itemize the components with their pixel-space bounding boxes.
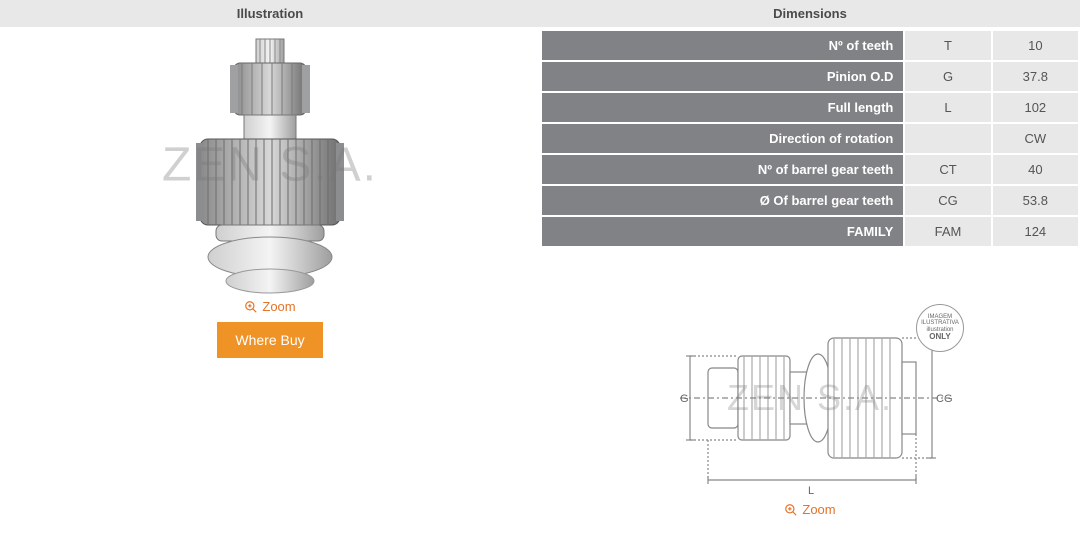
dim-code: FAM: [905, 217, 990, 246]
product-image: ZEN S.A.: [140, 35, 400, 295]
dim-code: [905, 124, 990, 153]
diagram-label-g: G: [680, 393, 689, 405]
dim-value: 102: [993, 93, 1078, 122]
diagram-label-cg: CG: [936, 393, 953, 405]
illustrative-badge: IMAGEM ILUSTRATIVA illustration ONLY: [916, 304, 964, 352]
dim-code: CG: [905, 186, 990, 215]
table-row: Ø Of barrel gear teethCG53.8: [542, 186, 1078, 215]
dimensions-header: Dimensions: [540, 0, 1080, 27]
zoom-link-diagram[interactable]: Zoom: [784, 502, 835, 517]
diagram-label-l: L: [808, 485, 814, 497]
zoom-link-illustration[interactable]: Zoom: [244, 299, 295, 314]
table-row: Full lengthL102: [542, 93, 1078, 122]
dim-value: 10: [993, 31, 1078, 60]
dimension-diagram: G CG L ZEN S.A. IMAGEM ILUSTRATIVA illus…: [650, 298, 970, 498]
table-row: FAMILYFAM124: [542, 217, 1078, 246]
dim-value: 40: [993, 155, 1078, 184]
dim-value: CW: [993, 124, 1078, 153]
dim-value: 37.8: [993, 62, 1078, 91]
dim-label: FAMILY: [542, 217, 903, 246]
dim-value: 124: [993, 217, 1078, 246]
zoom-icon: [244, 300, 258, 314]
dim-code: G: [905, 62, 990, 91]
dim-value: 53.8: [993, 186, 1078, 215]
dim-label: Nº of teeth: [542, 31, 903, 60]
dim-code: L: [905, 93, 990, 122]
table-row: Nº of teethT10: [542, 31, 1078, 60]
dim-label: Pinion O.D: [542, 62, 903, 91]
dim-code: CT: [905, 155, 990, 184]
zoom-icon: [784, 503, 798, 517]
table-row: Nº of barrel gear teethCT40: [542, 155, 1078, 184]
dim-label: Direction of rotation: [542, 124, 903, 153]
dim-label: Nº of barrel gear teeth: [542, 155, 903, 184]
table-row: Pinion O.DG37.8: [542, 62, 1078, 91]
dim-label: Full length: [542, 93, 903, 122]
table-row: Direction of rotation CW: [542, 124, 1078, 153]
dim-label: Ø Of barrel gear teeth: [542, 186, 903, 215]
where-buy-button[interactable]: Where Buy: [217, 322, 322, 358]
dim-code: T: [905, 31, 990, 60]
dimensions-table: Nº of teethT10Pinion O.DG37.8Full length…: [540, 29, 1080, 248]
zoom-label: Zoom: [802, 502, 835, 517]
zoom-label: Zoom: [262, 299, 295, 314]
illustration-header: Illustration: [0, 0, 540, 27]
